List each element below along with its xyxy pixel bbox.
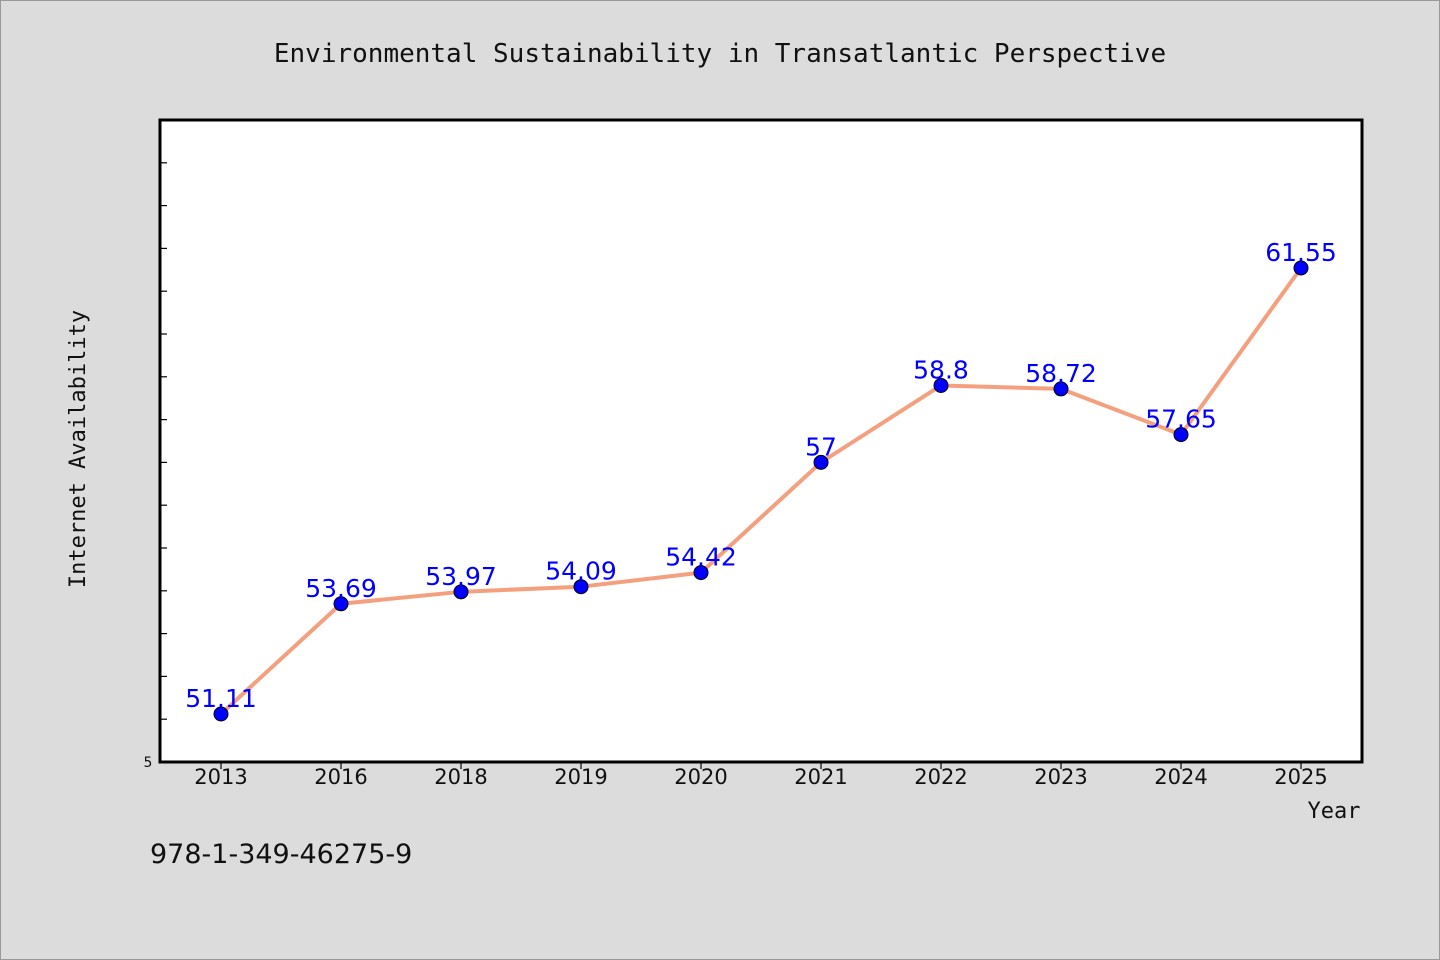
chart-title: Environmental Sustainability in Transatl…: [274, 39, 1166, 69]
x-tick-label-2021: 2021: [794, 765, 847, 789]
data-point-2013: [213, 706, 229, 722]
data-point-2019: [573, 579, 589, 595]
data-label-2019: 54.09: [545, 557, 617, 586]
data-label-2024: 57.65: [1145, 405, 1217, 434]
x-axis-label: Year: [1308, 799, 1361, 824]
data-point-2020: [693, 565, 709, 581]
series-markers: [213, 260, 1309, 722]
x-tick-label-2024: 2024: [1154, 765, 1207, 789]
y-axis-label: Internet Availability: [66, 310, 91, 588]
x-tick-label-2022: 2022: [914, 765, 967, 789]
data-point-2025: [1293, 260, 1309, 276]
data-point-2016: [333, 596, 349, 612]
data-labels: 51.11 53.69 53.97 54.09 54.42 57 58.8 58.72 57.6…: [185, 238, 1337, 713]
data-label-2020: 54.42: [665, 543, 737, 572]
y-tick-label: 5: [144, 755, 153, 771]
data-label-2022: 58.8: [913, 355, 969, 384]
x-tick-label-2018: 2018: [434, 765, 487, 789]
data-point-2018: [453, 584, 469, 600]
x-tick-label-2025: 2025: [1274, 765, 1327, 789]
data-point-2024: [1173, 427, 1189, 443]
series-line: [219, 266, 1303, 716]
x-axis: 2013 2016 2018 2019 2020 2021 2022 2023 2024 2025: [194, 762, 1328, 789]
data-point-2022: [933, 377, 949, 393]
data-label-2013: 51.11: [185, 684, 257, 713]
data-label-2025: 61.55: [1265, 238, 1337, 267]
x-tick-label-2023: 2023: [1034, 765, 1087, 789]
data-label-2016: 53.69: [305, 574, 377, 603]
x-tick-label-2019: 2019: [554, 765, 607, 789]
x-tick-label-2013: 2013: [194, 765, 247, 789]
plot-area: [158, 118, 1364, 764]
data-point-2021: [813, 454, 829, 470]
x-tick-label-2016: 2016: [314, 765, 367, 789]
data-point-2023: [1053, 381, 1069, 397]
data-label-2021: 57: [805, 432, 837, 461]
data-label-2018: 53.97: [425, 562, 497, 591]
y-axis-ticks: [160, 162, 167, 763]
x-tick-label-2020: 2020: [674, 765, 727, 789]
isbn-footer: 978-1-349-46275-9: [150, 839, 412, 870]
data-label-2023: 58.72: [1025, 359, 1097, 388]
